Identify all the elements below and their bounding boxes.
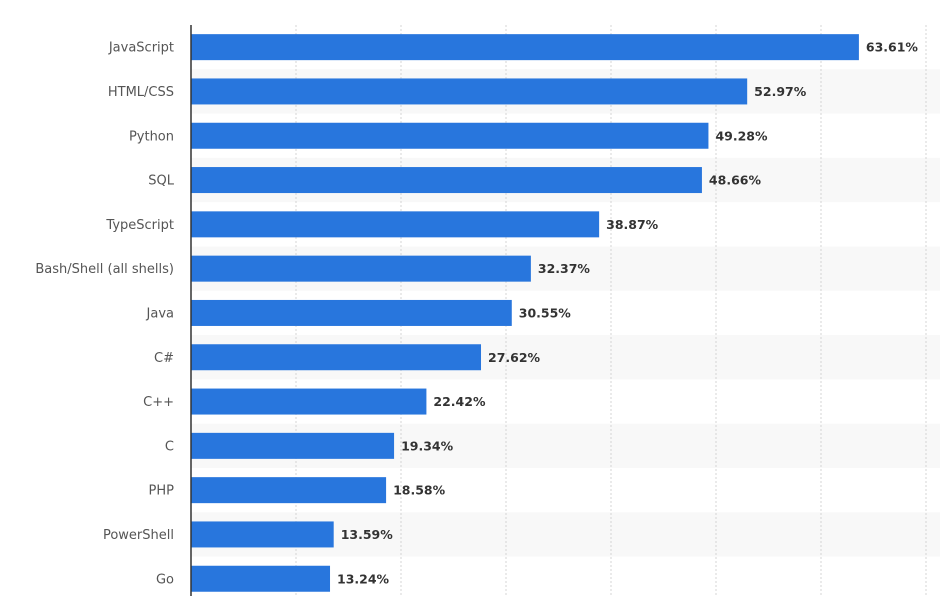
bar [191,167,702,194]
bar [191,565,331,592]
bar [191,255,531,282]
bar [191,432,395,459]
data-label: 49.28% [715,128,768,143]
data-label: 18.58% [393,483,446,498]
bar [191,122,709,149]
category-label: C++ [143,395,174,410]
category-label: JavaScript [108,41,174,56]
bar [191,78,748,105]
data-label: 30.55% [519,305,572,320]
data-label: 32.37% [538,261,591,276]
category-label: PowerShell [103,528,174,543]
data-label: 38.87% [606,217,659,232]
data-label: 48.66% [709,173,762,188]
bar [191,477,387,504]
data-label: 13.24% [337,571,390,586]
bar [191,34,859,61]
category-label: TypeScript [105,218,174,233]
bar [191,521,334,548]
data-label: 19.34% [401,438,454,453]
data-label: 13.59% [341,527,394,542]
bar [191,344,482,371]
bar [191,299,512,326]
category-label: PHP [149,484,175,499]
category-label: Java [146,306,174,321]
data-label: 27.62% [488,350,541,365]
category-label: HTML/CSS [108,85,174,100]
data-label: 22.42% [433,394,486,409]
category-label: Python [129,129,174,144]
data-label: 63.61% [866,40,919,55]
bar [191,388,427,415]
category-label: Go [156,572,174,587]
category-label: Bash/Shell (all shells) [35,262,174,277]
bar [191,211,600,238]
category-label: C# [154,351,174,366]
category-label: C [165,439,174,454]
category-label: SQL [148,174,174,189]
data-label: 52.97% [754,84,807,99]
